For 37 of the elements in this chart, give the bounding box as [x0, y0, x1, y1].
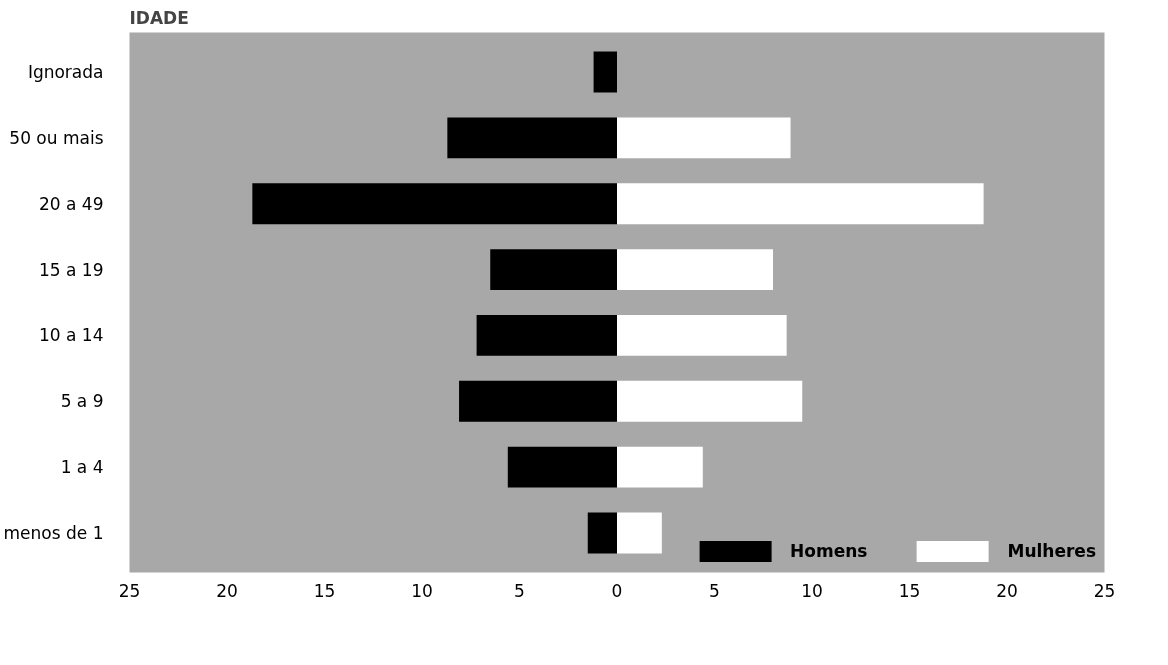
y-tick-label: 1 a 4 — [60, 457, 104, 478]
bar — [617, 249, 773, 290]
bar — [617, 315, 787, 356]
bar — [252, 183, 617, 225]
bar — [617, 512, 662, 554]
y-axis-title: IDADE — [129, 7, 189, 28]
x-tick-label: 5 — [709, 580, 720, 601]
bar — [617, 117, 791, 159]
x-tick-label: 25 — [1093, 580, 1116, 601]
x-tick-label: 0 — [611, 580, 623, 601]
y-tick-label: 15 a 19 — [39, 259, 104, 280]
x-tick-label: 25 — [118, 580, 141, 601]
bar — [507, 446, 617, 488]
bar — [476, 315, 617, 356]
bar — [617, 183, 984, 225]
y-tick-label: 10 a 14 — [39, 325, 104, 346]
bar — [593, 51, 617, 93]
x-tick-label: 20 — [216, 580, 238, 601]
bar — [459, 380, 617, 422]
legend-label: Mulheres — [1007, 540, 1096, 563]
bar — [447, 117, 617, 159]
x-tick-label: 10 — [801, 580, 823, 601]
x-tick-label: 10 — [411, 580, 433, 601]
bar — [617, 380, 803, 422]
y-tick-label: 5 a 9 — [60, 391, 104, 412]
x-tick-label: 15 — [898, 580, 921, 601]
y-tick-label: menos de 1 — [3, 522, 104, 543]
x-tick-label: 20 — [996, 580, 1018, 601]
bar — [490, 249, 617, 290]
y-tick-label: 50 ou mais — [9, 127, 104, 148]
x-tick-label: 5 — [514, 580, 525, 601]
legend-label: Homens — [790, 540, 868, 563]
y-tick-label: Ignorada — [27, 62, 104, 83]
bar — [587, 512, 617, 554]
x-tick-label: 15 — [313, 580, 336, 601]
y-tick-label: 20 a 49 — [39, 193, 104, 214]
bar — [617, 446, 703, 488]
